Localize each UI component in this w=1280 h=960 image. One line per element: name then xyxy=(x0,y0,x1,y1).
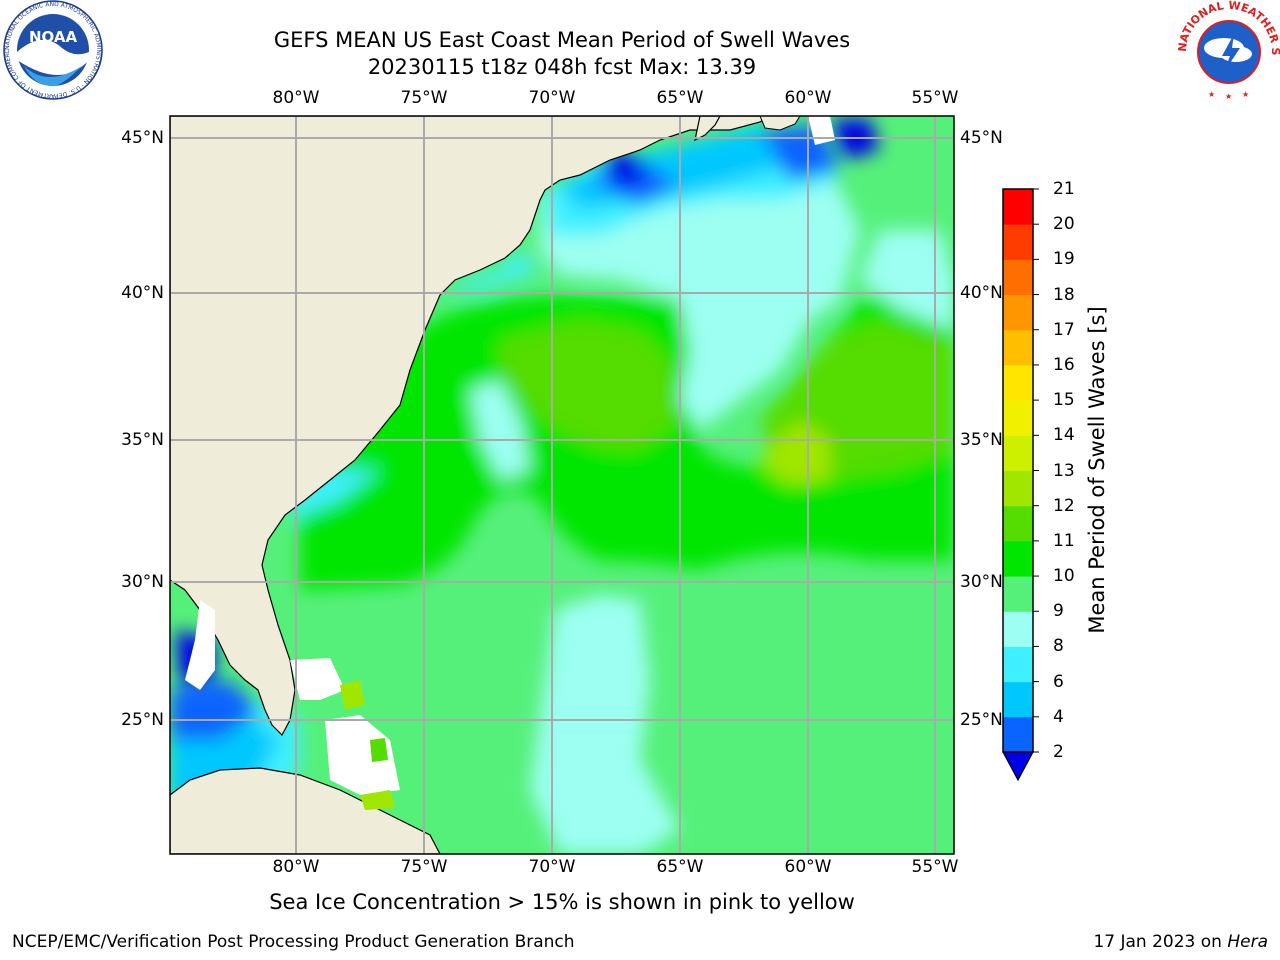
lon-tick-top: 65°W xyxy=(656,88,704,108)
colorbar-tick-label: 8 xyxy=(1053,636,1064,657)
lon-tick-top: 60°W xyxy=(784,88,832,108)
lon-tick-top: 80°W xyxy=(272,88,320,108)
nws-logo: NATIONAL WEATHER SERVICE ★★★ xyxy=(1178,0,1280,100)
sea-ice-note: Sea Ice Concentration > 15% is shown in … xyxy=(269,890,855,914)
noaa-logo-text: NOAA xyxy=(29,28,78,46)
land xyxy=(170,116,772,736)
lat-tick-right: 40°N xyxy=(960,283,1003,303)
colorbar-tick-label: 21 xyxy=(1053,179,1075,199)
masked-area xyxy=(290,658,345,700)
graticule xyxy=(170,116,954,854)
footer-date: 17 Jan 2023 on Hera xyxy=(1093,932,1268,952)
lat-tick-left: 35°N xyxy=(121,430,164,450)
colorbar-segment xyxy=(1003,259,1033,296)
colorbar-label: Mean Period of Swell Waves [s] xyxy=(1085,306,1109,634)
lon-tick-bottom: 80°W xyxy=(272,857,320,877)
colorbar-tick-label: 4 xyxy=(1053,706,1064,727)
lon-tick-bottom: 65°W xyxy=(656,857,704,877)
footer-credit: NCEP/EMC/Verification Post Processing Pr… xyxy=(12,932,575,952)
colorbar-tick-label: 13 xyxy=(1053,460,1075,481)
svg-text:★: ★ xyxy=(1225,92,1232,100)
lat-tick-right: 35°N xyxy=(960,430,1003,450)
footer-date-text: 17 Jan 2023 on xyxy=(1093,932,1228,952)
colorbar-segment xyxy=(1003,505,1033,542)
colorbar-tick-label: 14 xyxy=(1053,425,1075,446)
colorbar-segment xyxy=(1003,189,1033,225)
bahamas-patch xyxy=(360,790,395,810)
colorbar-segment xyxy=(1003,576,1033,612)
colorbar-segment xyxy=(1003,364,1033,401)
colorbar-segment xyxy=(1003,435,1033,471)
lat-tick-right: 30°N xyxy=(960,572,1003,592)
colorbar-segment xyxy=(1003,681,1033,718)
svg-text:★: ★ xyxy=(1242,90,1249,99)
lat-tick-right: 25°N xyxy=(960,710,1003,730)
colorbar-segment xyxy=(1003,470,1033,507)
colorbar-tick-label: 15 xyxy=(1053,390,1075,411)
colorbar-tick-label: 10 xyxy=(1053,566,1075,587)
footer-host: Hera xyxy=(1227,932,1268,952)
colorbar-segment xyxy=(1003,611,1033,647)
colorbar-segment xyxy=(1003,540,1033,577)
lat-tick-left: 45°N xyxy=(121,128,164,148)
lat-tick-left: 40°N xyxy=(121,283,164,303)
colorbar-under-arrow xyxy=(1001,751,1035,782)
colorbar-segment xyxy=(1003,294,1033,331)
colorbar-segment xyxy=(1003,646,1033,683)
noaa-logo: NATIONAL OCEANIC AND ATMOSPHERIC ADMINIS… xyxy=(2,0,103,100)
colorbar-segment xyxy=(1003,716,1033,753)
lon-tick-bottom: 75°W xyxy=(400,857,448,877)
lat-tick-left: 30°N xyxy=(121,572,164,592)
colorbar-tick-label: 17 xyxy=(1053,319,1075,340)
lat-tick-right: 45°N xyxy=(960,128,1003,148)
land xyxy=(694,116,721,142)
bahamas-patch xyxy=(340,680,365,710)
colorbar-tick-label: 11 xyxy=(1053,530,1075,551)
forecast-subtitle: 20230115 t18z 048h fcst Max: 13.39 xyxy=(367,55,757,79)
colorbar-tick-label: 20 xyxy=(1053,214,1075,235)
lon-tick-top: 55°W xyxy=(911,88,959,108)
colorbar-tick-label: 19 xyxy=(1053,249,1075,270)
colorbar-tick-label: 2 xyxy=(1053,742,1064,762)
lon-tick-bottom: 55°W xyxy=(911,857,959,877)
lat-tick-left: 25°N xyxy=(121,710,164,730)
colorbar-tick-label: 6 xyxy=(1053,671,1064,692)
colorbar xyxy=(1001,188,1039,782)
colorbar-tick-label: 16 xyxy=(1053,354,1075,375)
lon-tick-bottom: 70°W xyxy=(528,857,576,877)
svg-text:★: ★ xyxy=(1208,90,1215,99)
colorbar-tick-label: 9 xyxy=(1053,601,1064,622)
map-title: GEFS MEAN US East Coast Mean Period of S… xyxy=(273,28,851,52)
lon-tick-top: 70°W xyxy=(528,88,576,108)
lon-tick-bottom: 60°W xyxy=(784,857,832,877)
colorbar-tick-label: 12 xyxy=(1053,495,1075,516)
colorbar-tick-label: 18 xyxy=(1053,284,1075,305)
colorbar-segments xyxy=(1003,189,1033,753)
masked-area xyxy=(325,715,400,795)
lon-tick-top: 75°W xyxy=(400,88,448,108)
colorbar-segment xyxy=(1003,224,1033,260)
masked-area xyxy=(185,600,215,690)
colorbar-segment xyxy=(1003,400,1033,436)
land xyxy=(170,767,441,854)
land xyxy=(759,116,801,131)
map-frame xyxy=(169,115,955,855)
bahamas-patch xyxy=(370,738,388,762)
colorbar-segment xyxy=(1003,329,1033,366)
